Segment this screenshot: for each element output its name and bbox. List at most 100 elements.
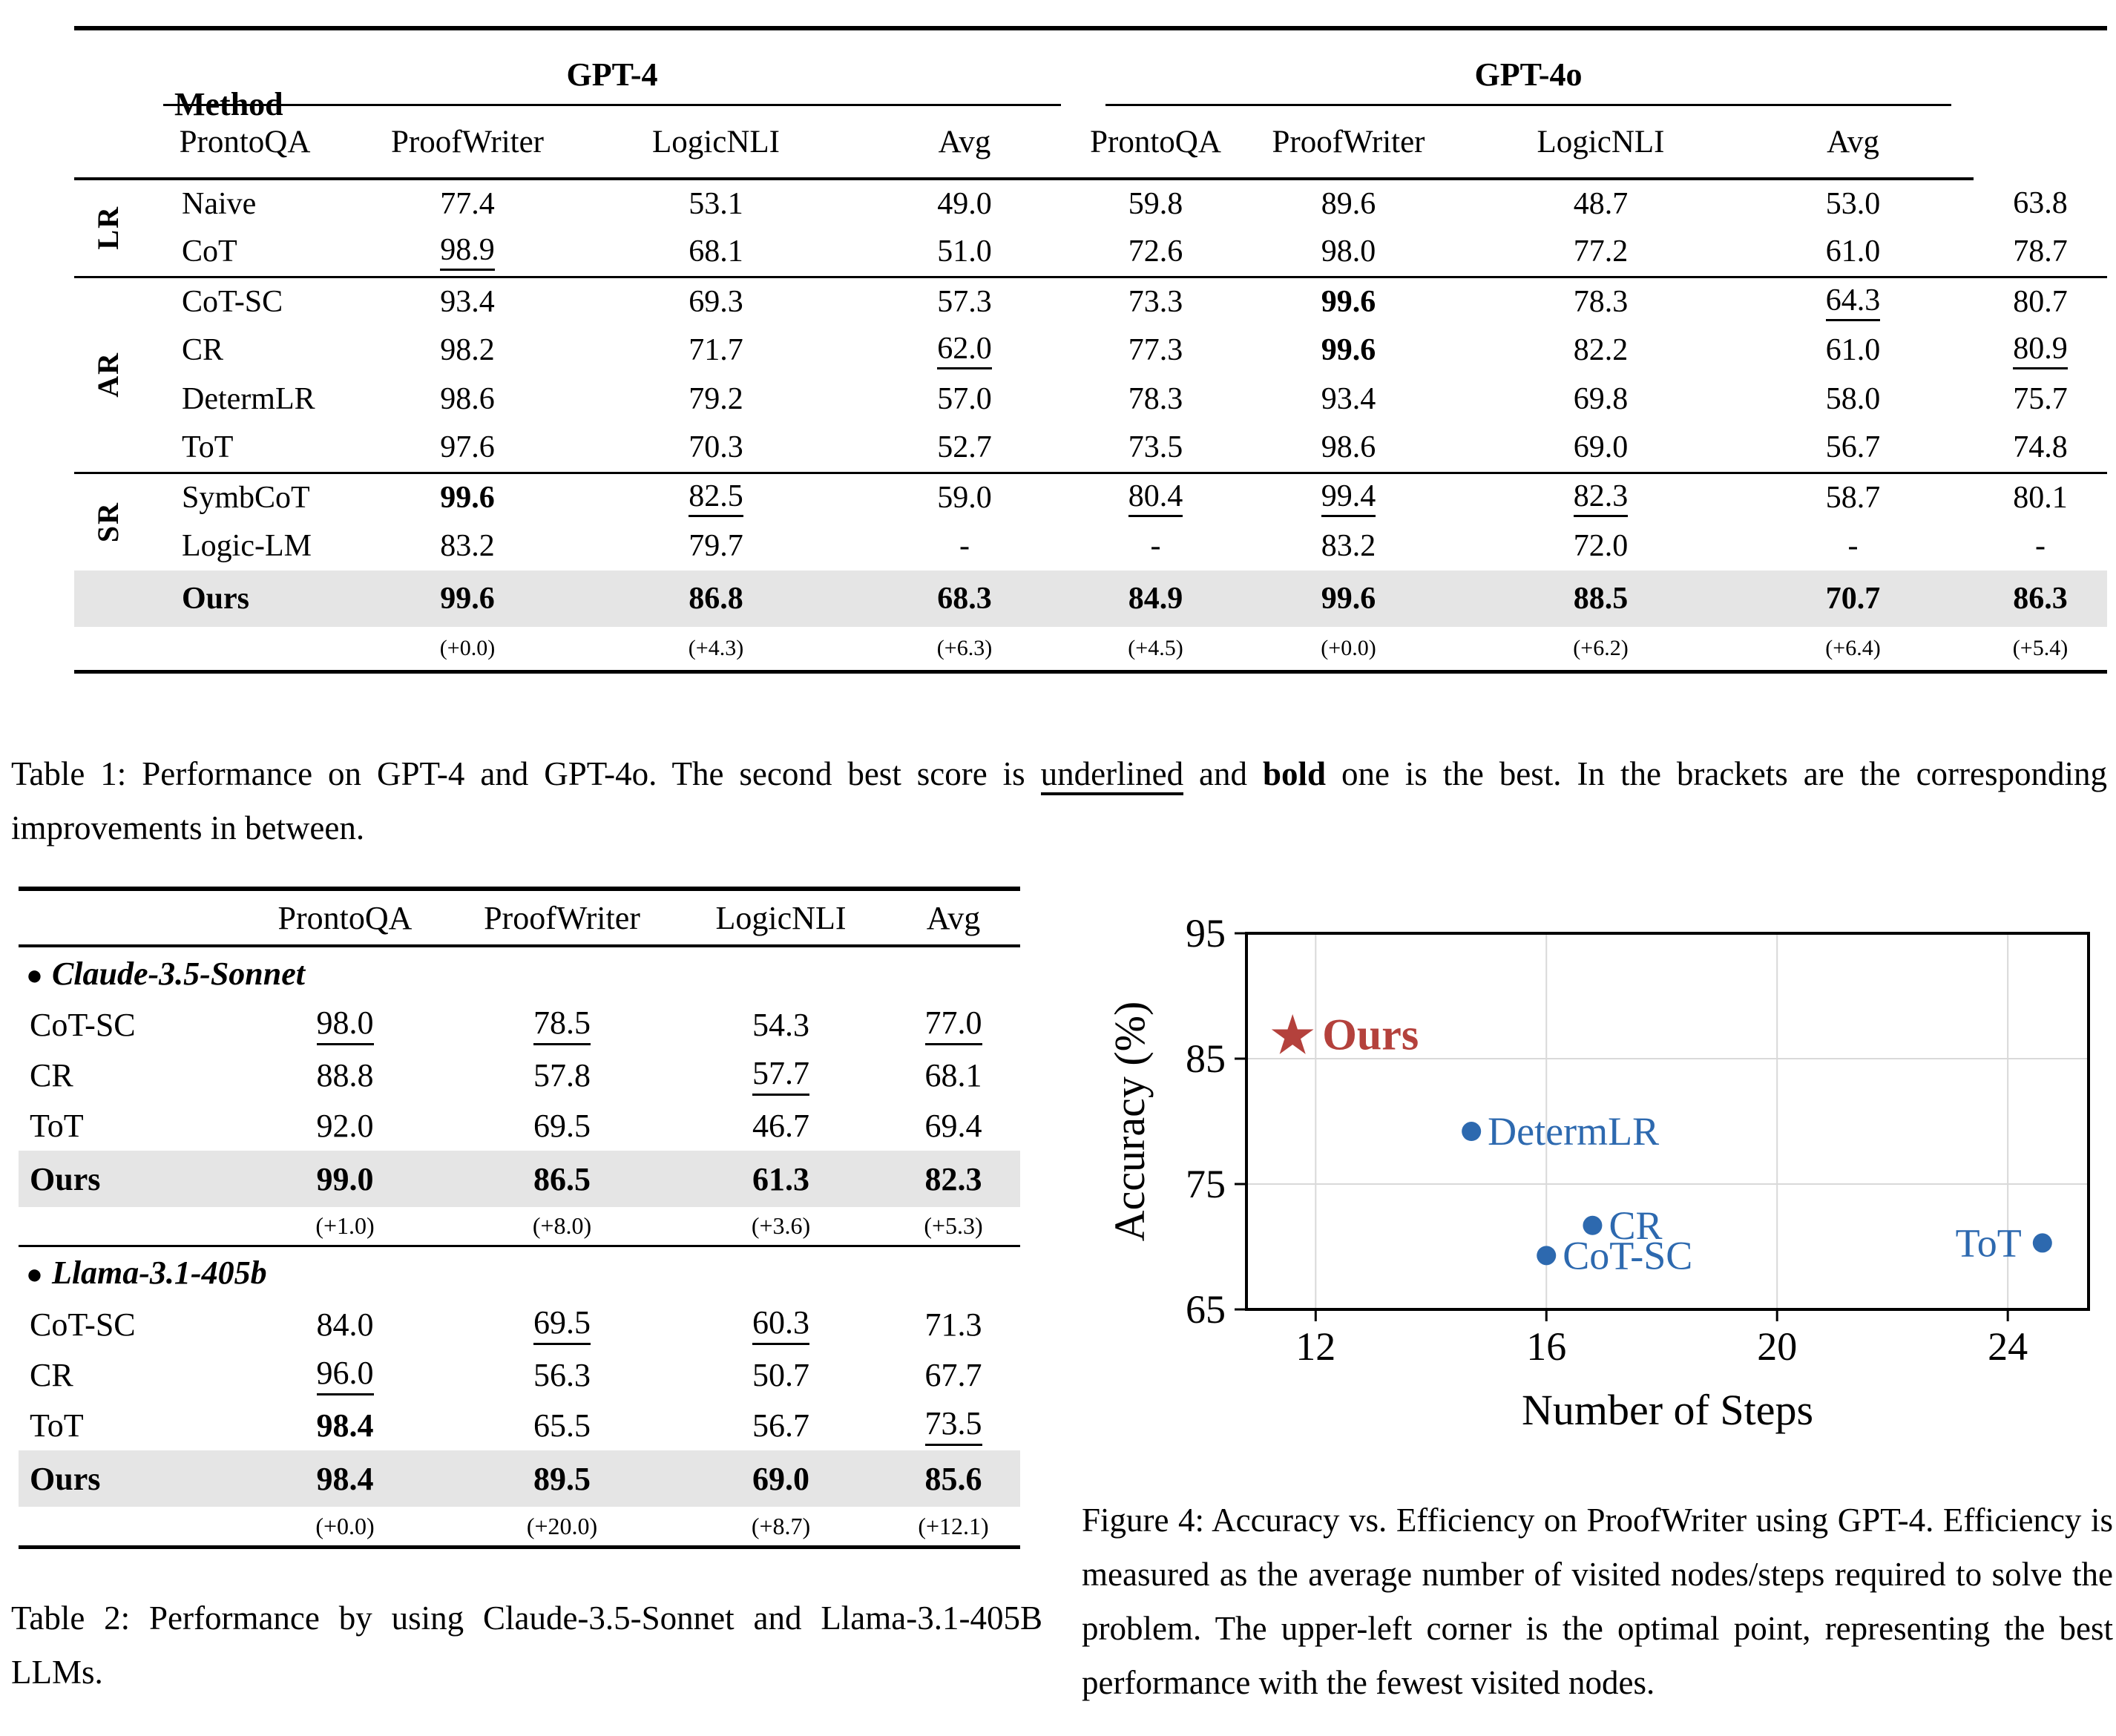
- group-label-cell: SR: [74, 471, 141, 571]
- gpt4-group-header: GPT-4: [141, 30, 1083, 106]
- cell-value: 82.5: [689, 480, 743, 517]
- cell-value: 67.7: [924, 1356, 982, 1393]
- score-cell: 82.3: [887, 1151, 1020, 1207]
- score-cell: 77.2: [1469, 228, 1732, 277]
- score-cell: 57.3: [846, 275, 1083, 326]
- score-cell: 54.3: [675, 999, 887, 1050]
- caption-text-segment: bold: [1262, 755, 1327, 792]
- cell-value: (+0.0): [1321, 636, 1376, 660]
- score-cell: 68.1: [586, 228, 846, 277]
- cell-value: 50.7: [752, 1356, 809, 1393]
- cell-value: 69.0: [752, 1460, 809, 1497]
- cell-value: (+4.3): [688, 636, 744, 660]
- cell-value: 69.8: [1573, 382, 1629, 416]
- score-cell: 56.3: [449, 1349, 675, 1400]
- score-cell: (+6.3): [846, 627, 1083, 670]
- cell-value: 70.3: [689, 430, 743, 465]
- cell-value: 99.6: [1321, 284, 1376, 319]
- table2-column-header-row: ProntoQA ProofWriter LogicNLI Avg: [19, 891, 1020, 947]
- cell-value: 57.0: [937, 382, 992, 416]
- cell-value: 84.0: [316, 1306, 374, 1343]
- group-label-lr: LR: [91, 206, 125, 251]
- method-name-cell: [19, 1507, 241, 1545]
- cell-value: 72.0: [1573, 529, 1629, 563]
- caption-text-segment: and: [1183, 755, 1263, 792]
- col-header-proofwriter: ProofWriter: [449, 891, 675, 947]
- cell-value: 96.0: [316, 1356, 374, 1395]
- score-cell: 69.8: [1469, 375, 1732, 424]
- method-name-cell: CoT-SC: [30, 1006, 136, 1043]
- cell-value: 57.8: [533, 1056, 591, 1094]
- cell-value: -: [1847, 529, 1859, 563]
- score-cell: 98.4: [241, 1450, 449, 1507]
- cell-value: 78.3: [1573, 284, 1629, 319]
- x-axis-label: Number of Steps: [1522, 1386, 1813, 1434]
- group-label-cell: AR: [74, 275, 141, 473]
- score-cell: 78.7: [1974, 228, 2107, 277]
- score-cell: 98.4: [241, 1400, 449, 1450]
- score-cell: (+0.0): [349, 627, 586, 670]
- score-cell: 62.0: [846, 326, 1083, 375]
- cell-value: (+1.0): [315, 1211, 375, 1239]
- table1-row: Logic-LM 83.2 79.7 - - 83.2 72.0 - -: [74, 522, 2107, 571]
- score-cell: 84.9: [1083, 571, 1228, 627]
- score-cell: (+6.2): [1469, 627, 1732, 670]
- score-cell: 98.9: [349, 228, 586, 277]
- model-section-label: Claude-3.5-Sonnet: [51, 955, 305, 992]
- score-cell: 86.5: [449, 1151, 675, 1207]
- col-header-proofwriter: ProofWriter: [349, 106, 586, 180]
- cell-value: 80.4: [1128, 480, 1183, 517]
- score-cell: 89.5: [449, 1450, 675, 1507]
- cell-value: 72.6: [1128, 234, 1183, 269]
- score-cell: 77.4: [349, 179, 586, 228]
- cell-value: 99.6: [1321, 333, 1376, 367]
- table1-wrapper: Method GPT-4 GPT-4o ProntoQA ProofWriter…: [74, 26, 2107, 674]
- cell-value: 62.0: [937, 332, 992, 370]
- cell-value: 48.7: [1573, 187, 1629, 221]
- score-cell: 53.1: [586, 179, 846, 228]
- score-cell: 99.6: [1228, 571, 1469, 627]
- group-label-cell: LR: [74, 179, 141, 277]
- table1-row: SR SymbCoT 99.6 82.5 59.0 80.4 99.4 82.3 58.7 80.…: [74, 471, 2107, 571]
- score-cell: 69.4: [887, 1100, 1020, 1151]
- figure4-scatter-plot: 12 16 20 24 65 75 85 95 Number of Steps Accuracy …: [1105, 911, 2090, 1434]
- cell-value: (+0.0): [315, 1512, 375, 1539]
- cell-value: 61.0: [1825, 333, 1881, 367]
- method-name-cell: [141, 627, 349, 670]
- table2-row: CoT-SC 98.0 78.5 54.3 77.0: [19, 999, 1020, 1050]
- table1-row: AR CoT-SC 93.4 69.3 57.3 73.3 99.6 78.3 64.3 80.7: [74, 275, 2107, 473]
- cell-value: 86.3: [2013, 582, 2068, 616]
- score-cell: 78.3: [1469, 275, 1732, 326]
- score-cell: 46.7: [675, 1100, 887, 1151]
- score-cell: 88.8: [241, 1050, 449, 1100]
- cell-value: 61.0: [1825, 234, 1881, 269]
- method-name-cell: CoT: [182, 234, 237, 269]
- cell-value: 59.0: [937, 480, 992, 515]
- cell-value: (+20.0): [526, 1512, 598, 1539]
- score-cell: 97.6: [349, 424, 586, 473]
- table2-improvement-row: (+0.0) (+20.0) (+8.7) (+12.1): [19, 1507, 1020, 1545]
- score-cell: 70.7: [1732, 571, 1974, 627]
- cell-value: 97.6: [440, 430, 495, 465]
- cell-value: 58.7: [1825, 480, 1881, 515]
- gpt4-group-label: GPT-4: [163, 56, 1061, 106]
- score-cell: 82.3: [1469, 471, 1732, 522]
- cell-value: 56.7: [1825, 430, 1881, 465]
- col-header-logicnli: LogicNLI: [675, 891, 887, 947]
- plot-frame: [1245, 932, 2090, 1311]
- score-cell: 58.0: [1732, 375, 1974, 424]
- cell-value: 73.3: [1128, 284, 1183, 319]
- score-cell: 69.0: [675, 1450, 887, 1507]
- method-name-cell: ToT: [182, 430, 234, 465]
- cell-value: (+5.3): [924, 1211, 983, 1239]
- score-cell: 88.5: [1469, 571, 1732, 627]
- cell-value: 88.8: [316, 1056, 374, 1094]
- score-cell: (+1.0): [241, 1207, 449, 1246]
- score-cell: 98.2: [349, 326, 586, 375]
- score-cell: 99.6: [349, 471, 586, 522]
- table1-group-header-row: Method GPT-4 GPT-4o: [74, 30, 2107, 180]
- scatter-point-label-ours: Ours: [1322, 1010, 1419, 1059]
- section-header-cell: ● Llama-3.1-405b: [19, 1244, 1020, 1299]
- table2-row: CR 88.8 57.8 57.7 68.1: [19, 1050, 1020, 1100]
- scatter-point-label-determlr: DetermLR: [1488, 1109, 1659, 1154]
